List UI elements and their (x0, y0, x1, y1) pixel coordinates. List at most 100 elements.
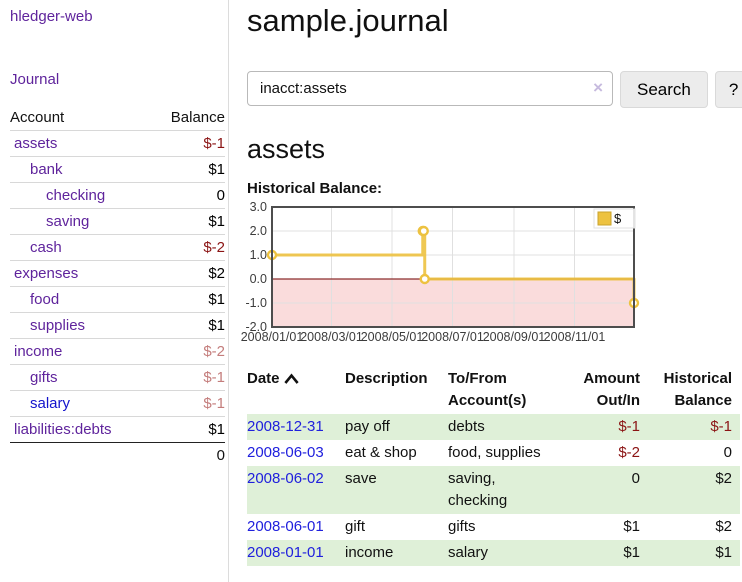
account-row: cash $-2 (10, 234, 225, 261)
accounts-table: Account Balance assets $-1 bank $1 checking 0… (10, 105, 225, 468)
transaction-row: 2008-12-31 pay off debts $-1 $-1 (247, 414, 740, 440)
account-balance: $1 (150, 208, 225, 235)
account-row: income $-2 (10, 338, 225, 365)
accounts-header-balance: Balance (150, 105, 225, 131)
data-point-marker (418, 225, 429, 237)
transaction-balance: $2 (715, 518, 732, 535)
transaction-accounts: saving, checking (448, 470, 508, 509)
app-brand-link[interactable]: hledger-web (10, 8, 93, 25)
x-tick-label: 2008/05/01 (361, 330, 424, 344)
account-row: checking 0 (10, 182, 225, 209)
transaction-row: 2008-06-03 eat & shop food, supplies $-2 0 (247, 440, 740, 466)
transaction-date-link[interactable]: 2008-06-02 (247, 470, 324, 487)
y-tick-label: 0.0 (250, 272, 267, 286)
transaction-description: gift (345, 518, 366, 535)
transaction-description: save (345, 470, 377, 487)
search-input[interactable] (247, 71, 613, 106)
account-link[interactable]: liabilities:debts (14, 421, 112, 438)
account-balance: $-2 (150, 234, 225, 261)
transaction-row: 2008-01-01 income salary $1 $1 (247, 540, 740, 566)
transaction-date-link[interactable]: 2008-06-01 (247, 518, 324, 535)
account-link[interactable]: income (14, 343, 63, 360)
transaction-balance: 0 (723, 444, 732, 461)
register-header-accounts: To/From Account(s) (448, 370, 527, 409)
transaction-accounts: gifts (448, 518, 476, 535)
register-header-balance: Historical Balance (663, 370, 732, 409)
legend-swatch (597, 211, 612, 226)
account-row: supplies $1 (10, 312, 225, 339)
help-button[interactable]: ? (714, 71, 742, 108)
historical-balance-chart: 3.0 2.0 1.0 0.0 -1.0 -2.0 2008/01/01 2008/03/01… (241, 200, 742, 344)
accounts-header-account: Account (10, 105, 151, 131)
account-balance: $-1 (150, 390, 225, 417)
account-balance: $1 (150, 312, 225, 339)
x-tick-label: 2008/01/01 (241, 330, 304, 344)
transaction-balance: $2 (715, 470, 732, 487)
account-link[interactable]: bank (30, 161, 63, 178)
search-button[interactable]: Search (620, 71, 708, 108)
transaction-amount: $-2 (618, 444, 640, 461)
account-link[interactable]: expenses (14, 265, 79, 282)
search-form: × Search ? (247, 71, 742, 108)
transaction-description: income (345, 544, 394, 561)
x-tick-label: 2008/09/01 (483, 330, 546, 344)
account-row: liabilities:debts $1 (10, 417, 225, 443)
account-row: expenses $2 (10, 260, 225, 287)
accounts-total-balance: 0 (150, 442, 225, 468)
transaction-amount: 0 (631, 470, 640, 487)
transaction-description: pay off (345, 418, 390, 435)
register-header-row: Date Description To/From Account(s) Amou… (247, 366, 740, 414)
transaction-amount: $1 (623, 544, 640, 561)
x-tick-label: 2008/07/01 (421, 330, 484, 344)
transaction-balance: $1 (715, 544, 732, 561)
register-header-amount: Amount Out/In (583, 370, 640, 409)
y-tick-label: -2.0 (245, 320, 267, 334)
clear-search-icon[interactable]: × (593, 78, 603, 97)
account-balance: $2 (150, 260, 225, 287)
account-link[interactable]: cash (30, 239, 62, 256)
accounts-header-row: Account Balance (10, 105, 225, 131)
chart-section-label: Historical Balance: (247, 180, 383, 197)
transaction-accounts: food, supplies (448, 444, 541, 461)
account-row: salary $-1 (10, 390, 225, 417)
account-balance: $1 (208, 421, 225, 438)
register-header-date[interactable]: Date (247, 366, 345, 414)
account-balance: $-1 (150, 364, 225, 391)
transaction-description: eat & shop (345, 444, 417, 461)
account-heading: assets (247, 134, 326, 164)
account-link[interactable]: supplies (30, 317, 86, 334)
account-row: assets $-1 (10, 130, 225, 157)
account-link[interactable]: food (30, 291, 60, 308)
y-tick-label: -1.0 (245, 296, 267, 310)
y-tick-label: 3.0 (250, 200, 267, 214)
account-row: bank $1 (10, 156, 225, 183)
transaction-accounts: debts (448, 418, 485, 435)
account-row: saving $1 (10, 208, 225, 235)
account-link[interactable]: salary (30, 395, 71, 412)
accounts-total-row: 0 (10, 442, 225, 468)
account-link[interactable]: assets (14, 135, 58, 152)
transaction-date-link[interactable]: 2008-06-03 (247, 444, 324, 461)
page-title: sample.journal (247, 3, 449, 38)
legend-label: $ (614, 211, 622, 226)
account-row: food $1 (10, 286, 225, 313)
sidebar-item-journal[interactable]: Journal (10, 71, 60, 88)
account-balance: $1 (150, 156, 225, 183)
x-tick-label: 2008/03/01 (300, 330, 363, 344)
account-balance: 0 (150, 182, 225, 209)
transaction-accounts: salary (448, 544, 489, 561)
register-table: Date Description To/From Account(s) Amou… (247, 366, 740, 566)
account-link[interactable]: saving (46, 213, 90, 230)
account-balance: $-1 (150, 130, 225, 157)
transaction-row: 2008-06-01 gift gifts $1 $2 (247, 514, 740, 540)
account-link[interactable]: checking (46, 187, 106, 204)
transaction-balance: $-1 (710, 418, 732, 435)
transaction-date-link[interactable]: 2008-01-01 (247, 544, 324, 561)
sort-ascending-icon (283, 369, 299, 391)
transaction-amount: $1 (623, 518, 640, 535)
account-link[interactable]: gifts (30, 369, 58, 386)
transaction-date-link[interactable]: 2008-12-31 (247, 418, 324, 435)
account-row: gifts $-1 (10, 364, 225, 391)
register-header-description: Description (345, 370, 428, 387)
account-balance: $1 (150, 286, 225, 313)
